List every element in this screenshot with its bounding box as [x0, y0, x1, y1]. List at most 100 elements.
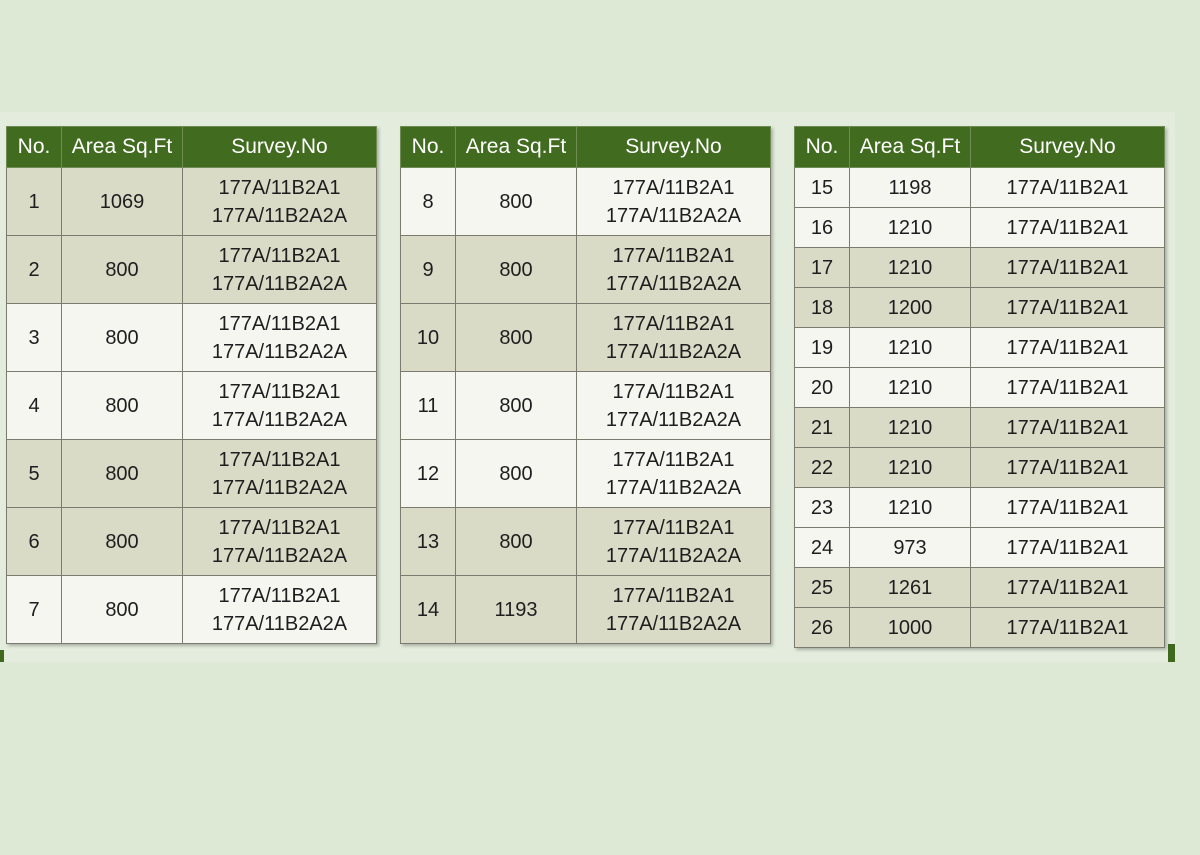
area-cell: 1069	[61, 167, 183, 236]
survey-line-2: 177A/11B2A2A	[605, 408, 742, 431]
plot-number-cell: 4	[6, 371, 62, 440]
plot-number-cell: 8	[400, 167, 456, 236]
survey-line-2: 177A/11B2A2A	[605, 544, 742, 567]
plot-number-cell: 25	[794, 567, 850, 608]
area-cell: 1198	[849, 167, 971, 208]
area-cell: 973	[849, 527, 971, 568]
header-survey: Survey.No	[576, 126, 771, 168]
table-row: 15 1198 177A/11B2A1	[794, 167, 1165, 208]
plot-number-cell: 3	[6, 303, 62, 372]
survey-line-1: 177A/11B2A1	[218, 516, 341, 539]
survey-line-1: 177A/11B2A1	[218, 312, 341, 335]
area-cell: 1261	[849, 567, 971, 608]
survey-cell: 177A/11B2A1 177A/11B2A2A	[576, 575, 771, 644]
table-row: 24 973 177A/11B2A1	[794, 527, 1165, 568]
survey-line-2: 177A/11B2A2A	[605, 204, 742, 227]
plot-number-cell: 17	[794, 247, 850, 288]
area-cell: 800	[61, 303, 183, 372]
header-survey: Survey.No	[182, 126, 377, 168]
area-cell: 1210	[849, 247, 971, 288]
survey-cell: 177A/11B2A1	[970, 167, 1165, 208]
survey-cell: 177A/11B2A1	[970, 327, 1165, 368]
area-cell: 1210	[849, 487, 971, 528]
survey-cell: 177A/11B2A1	[970, 487, 1165, 528]
table-row: 21 1210 177A/11B2A1	[794, 407, 1165, 448]
table-row: 7 800 177A/11B2A1 177A/11B2A2A	[6, 575, 377, 644]
table-row: 3 800 177A/11B2A1 177A/11B2A2A	[6, 303, 377, 372]
plot-number-cell: 5	[6, 439, 62, 508]
panel-edge-right	[1168, 644, 1175, 662]
area-cell: 800	[61, 235, 183, 304]
table-row: 14 1193 177A/11B2A1 177A/11B2A2A	[400, 575, 771, 644]
plot-number-cell: 21	[794, 407, 850, 448]
survey-cell: 177A/11B2A1	[970, 367, 1165, 408]
plot-number-cell: 20	[794, 367, 850, 408]
plot-number-cell: 24	[794, 527, 850, 568]
plot-table-left: No. Area Sq.Ft Survey.No 1 1069 177A/11B2A…	[6, 126, 377, 644]
area-cell: 1200	[849, 287, 971, 328]
header-no: No.	[6, 126, 62, 168]
survey-cell: 177A/11B2A1	[970, 407, 1165, 448]
table-row: 13 800 177A/11B2A1 177A/11B2A2A	[400, 507, 771, 576]
header-row: No. Area Sq.Ft Survey.No	[400, 126, 771, 168]
survey-cell: 177A/11B2A1 177A/11B2A2A	[576, 303, 771, 372]
header-survey: Survey.No	[970, 126, 1165, 168]
area-cell: 800	[455, 371, 577, 440]
survey-line-2: 177A/11B2A2A	[605, 340, 742, 363]
area-cell: 800	[455, 303, 577, 372]
survey-line-1: 177A/11B2A1	[612, 516, 735, 539]
table-row: 20 1210 177A/11B2A1	[794, 367, 1165, 408]
survey-cell: 177A/11B2A1	[970, 247, 1165, 288]
survey-line-2: 177A/11B2A2A	[211, 476, 348, 499]
survey-line-2: 177A/11B2A2A	[605, 612, 742, 635]
survey-line-2: 177A/11B2A2A	[211, 408, 348, 431]
survey-line-2: 177A/11B2A2A	[211, 272, 348, 295]
table-row: 18 1200 177A/11B2A1	[794, 287, 1165, 328]
area-cell: 800	[61, 371, 183, 440]
table-row: 22 1210 177A/11B2A1	[794, 447, 1165, 488]
plot-number-cell: 18	[794, 287, 850, 328]
survey-line-1: 177A/11B2A1	[218, 380, 341, 403]
header-no: No.	[400, 126, 456, 168]
survey-cell: 177A/11B2A1	[970, 567, 1165, 608]
survey-line-1: 177A/11B2A1	[612, 244, 735, 267]
area-cell: 800	[61, 507, 183, 576]
area-cell: 800	[61, 575, 183, 644]
table-row: 12 800 177A/11B2A1 177A/11B2A2A	[400, 439, 771, 508]
survey-cell: 177A/11B2A1 177A/11B2A2A	[576, 371, 771, 440]
survey-cell: 177A/11B2A1	[970, 287, 1165, 328]
table-row: 16 1210 177A/11B2A1	[794, 207, 1165, 248]
survey-cell: 177A/11B2A1 177A/11B2A2A	[576, 507, 771, 576]
area-cell: 1210	[849, 367, 971, 408]
plot-table-middle: No. Area Sq.Ft Survey.No 8 800 177A/11B2A1…	[400, 126, 771, 644]
survey-line-1: 177A/11B2A1	[612, 448, 735, 471]
survey-line-1: 177A/11B2A1	[218, 244, 341, 267]
area-cell: 1210	[849, 407, 971, 448]
plot-number-cell: 9	[400, 235, 456, 304]
panel-edge-left	[0, 650, 4, 662]
area-cell: 800	[455, 167, 577, 236]
survey-line-2: 177A/11B2A2A	[211, 340, 348, 363]
survey-cell: 177A/11B2A1	[970, 207, 1165, 248]
survey-line-1: 177A/11B2A1	[612, 176, 735, 199]
survey-line-1: 177A/11B2A1	[612, 312, 735, 335]
survey-cell: 177A/11B2A1 177A/11B2A2A	[576, 439, 771, 508]
plot-number-cell: 1	[6, 167, 62, 236]
header-area: Area Sq.Ft	[455, 126, 577, 168]
plot-number-cell: 11	[400, 371, 456, 440]
plot-number-cell: 15	[794, 167, 850, 208]
area-cell: 1210	[849, 207, 971, 248]
table-row: 19 1210 177A/11B2A1	[794, 327, 1165, 368]
survey-line-1: 177A/11B2A1	[218, 584, 341, 607]
table-row: 23 1210 177A/11B2A1	[794, 487, 1165, 528]
table-row: 11 800 177A/11B2A1 177A/11B2A2A	[400, 371, 771, 440]
survey-cell: 177A/11B2A1 177A/11B2A2A	[182, 575, 377, 644]
survey-cell: 177A/11B2A1	[970, 527, 1165, 568]
area-cell: 1210	[849, 447, 971, 488]
area-cell: 800	[61, 439, 183, 508]
plot-number-cell: 2	[6, 235, 62, 304]
table-row: 8 800 177A/11B2A1 177A/11B2A2A	[400, 167, 771, 236]
table-row: 9 800 177A/11B2A1 177A/11B2A2A	[400, 235, 771, 304]
header-row: No. Area Sq.Ft Survey.No	[6, 126, 377, 168]
plot-number-cell: 7	[6, 575, 62, 644]
